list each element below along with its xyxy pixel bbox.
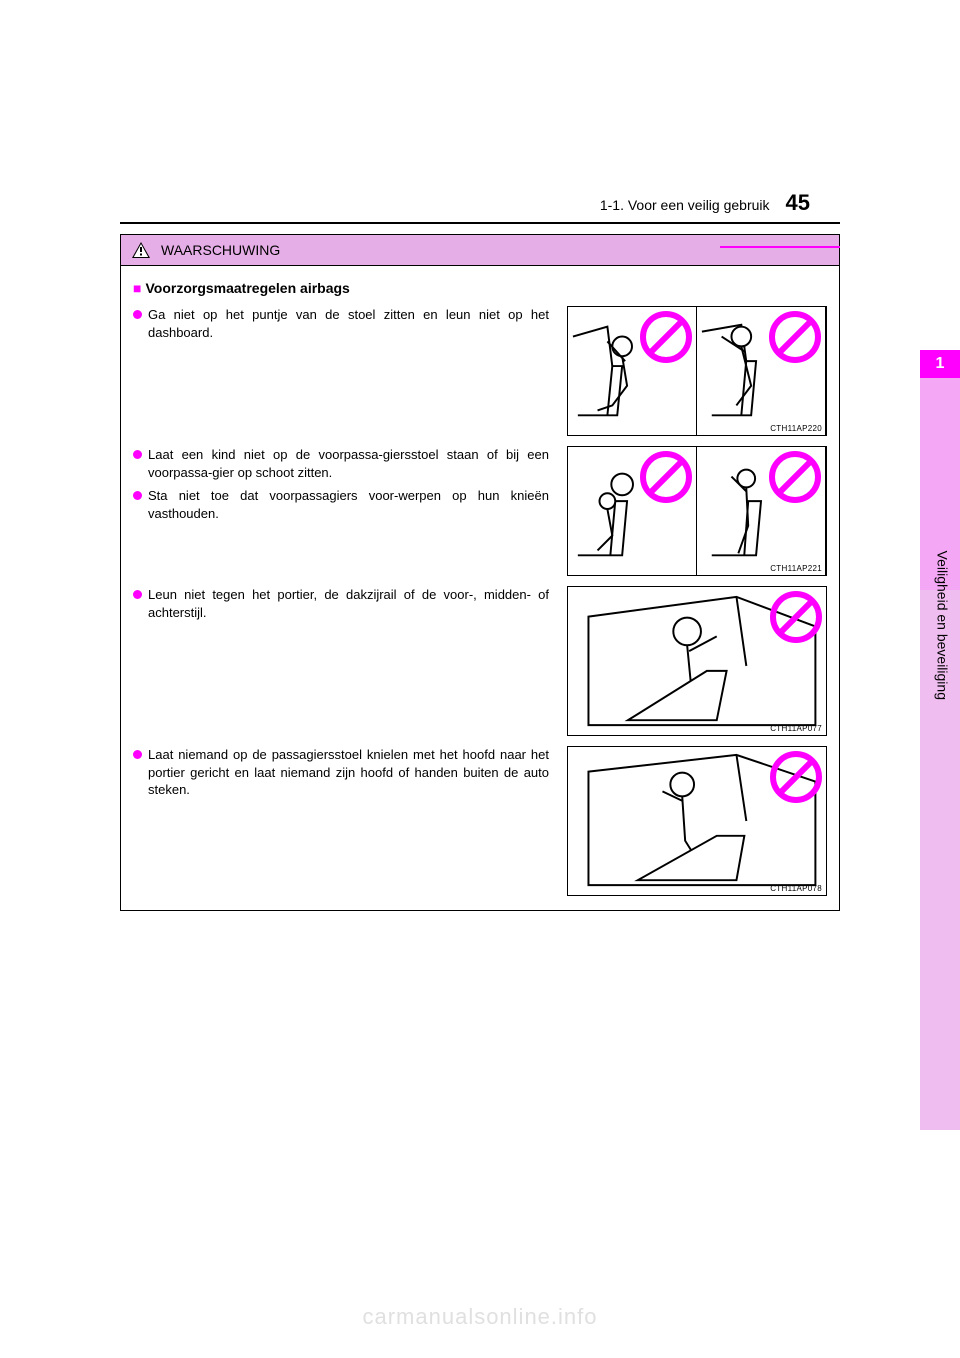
section-label: 1-1. Voor een veilig gebruik (600, 197, 770, 213)
side-tab-bg (920, 350, 960, 1130)
chapter-number-tab: 1 (920, 350, 960, 378)
bullet-text: Laat niemand op de passagiersstoel kniel… (148, 746, 549, 799)
bullet-text: Leun niet tegen het portier, de dakzijra… (148, 586, 549, 621)
bullet-icon (133, 450, 142, 459)
prohibited-icon (770, 591, 822, 643)
prohibited-icon (769, 311, 821, 363)
bullet-icon (133, 310, 142, 319)
bullet-icon (133, 590, 142, 599)
side-tab-label: Veiligheid en beveiliging (934, 551, 950, 700)
bullet-text: Sta niet toe dat voorpassagiers voor-wer… (148, 487, 549, 522)
illustration-left (568, 447, 697, 575)
warning-image-col: CTH11AP221 (567, 446, 827, 576)
warning-item: Laat niemand op de passagiersstoel kniel… (133, 746, 827, 896)
warning-header: WAARSCHUWING (121, 235, 839, 266)
warning-text-col: Laat niemand op de passagiersstoel kniel… (133, 746, 557, 805)
warning-item: Leun niet tegen het portier, de dakzijra… (133, 586, 827, 736)
warning-body: ■Voorzorgsmaatregelen airbags Ga niet op… (121, 266, 839, 910)
illustration-frame: CTH11AP221 (567, 446, 827, 576)
bullet-line: Sta niet toe dat voorpassagiers voor-wer… (133, 487, 549, 522)
bullet-line: Laat niemand op de passagiersstoel kniel… (133, 746, 549, 799)
illustration-frame: CTH11AP220 (567, 306, 827, 436)
warning-text-col: Leun niet tegen het portier, de dakzijra… (133, 586, 557, 627)
illustration-frame: CTH11AP077 (567, 586, 827, 736)
warning-item: Ga niet op het puntje van de stoel zitte… (133, 306, 827, 436)
warning-image-col: CTH11AP220 (567, 306, 827, 436)
prohibited-icon (770, 751, 822, 803)
bullet-text: Laat een kind niet op de voorpassa-giers… (148, 446, 549, 481)
warning-image-col: CTH11AP078 (567, 746, 827, 896)
square-bullet-icon: ■ (133, 280, 141, 296)
bullet-line: Ga niet op het puntje van de stoel zitte… (133, 306, 549, 341)
bullet-text: Ga niet op het puntje van de stoel zitte… (148, 306, 549, 341)
page-number: 45 (786, 190, 810, 216)
prohibited-icon (640, 311, 692, 363)
illustration-frame: CTH11AP078 (567, 746, 827, 896)
bullet-line: Leun niet tegen het portier, de dakzijra… (133, 586, 549, 621)
illustration-right (697, 307, 826, 435)
warning-subtitle: ■Voorzorgsmaatregelen airbags (133, 280, 827, 296)
warning-text-col: Ga niet op het puntje van de stoel zitte… (133, 306, 557, 347)
illustration-left (568, 307, 697, 435)
warning-item: Laat een kind niet op de voorpassa-giers… (133, 446, 827, 576)
warning-title: WAARSCHUWING (161, 242, 280, 258)
image-id: CTH11AP220 (770, 424, 822, 433)
image-id: CTH11AP078 (770, 884, 822, 893)
header-rule-accent (720, 246, 840, 248)
warning-box: WAARSCHUWING ■Voorzorgsmaatregelen airba… (120, 234, 840, 911)
prohibited-icon (769, 451, 821, 503)
image-id: CTH11AP077 (770, 724, 822, 733)
illustration-right (697, 447, 826, 575)
bullet-icon (133, 750, 142, 759)
warning-text-col: Laat een kind niet op de voorpassa-giers… (133, 446, 557, 528)
watermark: carmanualsonline.info (0, 1304, 960, 1330)
header-rule (120, 222, 840, 224)
image-id: CTH11AP221 (770, 564, 822, 573)
warning-image-col: CTH11AP077 (567, 586, 827, 736)
prohibited-icon (640, 451, 692, 503)
page-body: 1-1. Voor een veilig gebruik 45 WAARSCHU… (120, 190, 840, 911)
warning-icon (131, 241, 151, 259)
warning-subtitle-text: Voorzorgsmaatregelen airbags (145, 280, 349, 296)
running-header: 1-1. Voor een veilig gebruik 45 (120, 190, 840, 216)
bullet-icon (133, 491, 142, 500)
bullet-line: Laat een kind niet op de voorpassa-giers… (133, 446, 549, 481)
